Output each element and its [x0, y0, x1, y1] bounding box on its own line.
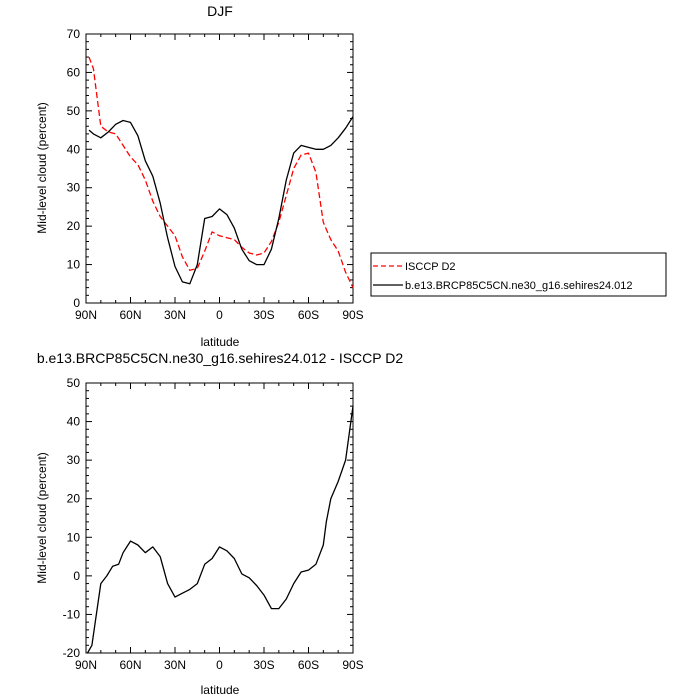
- top-ytick-label: 70: [67, 27, 81, 41]
- bottom-xtick-label: 60N: [119, 658, 141, 672]
- bottom-xtick-label: 30N: [164, 658, 186, 672]
- bottom-series-group: [86, 406, 354, 654]
- top-xtick-label: 60N: [119, 308, 141, 322]
- bottom-ytick-label: 30: [67, 453, 81, 467]
- top-ytick-label: 40: [67, 142, 81, 156]
- bottom-chart-title: b.e13.BRCP85C5CN.ne30_g16.sehires24.012 …: [37, 350, 404, 366]
- legend-label-model: b.e13.BRCP85C5CN.ne30_g16.sehires24.012: [405, 280, 633, 292]
- top-chart-ylabel: Mid-level cloud (percent): [35, 102, 49, 233]
- bottom-ytick-label: 10: [67, 530, 81, 544]
- top-xtick-label: 90S: [342, 308, 363, 322]
- bottom-plot-frame: [85, 382, 354, 654]
- bottom-chart: b.e13.BRCP85C5CN.ne30_g16.sehires24.012 …: [35, 350, 403, 697]
- top-series-line-1: [88, 116, 354, 285]
- top-series-group: [88, 56, 354, 288]
- legend: ISCCP D2 b.e13.BRCP85C5CN.ne30_g16.sehir…: [370, 252, 667, 297]
- top-axis-ticks: 90N 60N 30N 0 30S 60S 90S 0 10 20 30 40 50 60 70: [67, 27, 364, 322]
- bottom-xtick-label: 0: [216, 658, 223, 672]
- top-xtick-label: 30S: [253, 308, 274, 322]
- top-chart-xlabel: latitude: [201, 335, 240, 349]
- bottom-xtick-label: 60S: [298, 658, 319, 672]
- bottom-chart-xlabel: latitude: [201, 683, 240, 697]
- top-xtick-label: 60S: [298, 308, 319, 322]
- top-xtick-label: 30N: [164, 308, 186, 322]
- bottom-xtick-label: 90S: [342, 658, 363, 672]
- bottom-ytick-label: -20: [63, 646, 81, 660]
- bottom-ytick-label: 50: [67, 376, 81, 390]
- top-xtick-label: 90N: [75, 308, 97, 322]
- top-ytick-label: 60: [67, 65, 81, 79]
- legend-box: [370, 252, 667, 297]
- top-series-line-0: [88, 56, 354, 288]
- bottom-xtick-label: 30S: [253, 658, 274, 672]
- legend-label-isccp: ISCCP D2: [405, 261, 456, 273]
- bottom-ytick-label: 40: [67, 415, 81, 429]
- top-ytick-label: 30: [67, 181, 81, 195]
- bottom-xtick-label: 90N: [75, 658, 97, 672]
- top-plot-frame: [85, 33, 354, 304]
- bottom-chart-ylabel: Mid-level cloud (percent): [35, 452, 49, 583]
- bottom-ytick-label: -10: [63, 607, 81, 621]
- top-xtick-label: 0: [216, 308, 223, 322]
- bottom-ytick-label: 0: [73, 569, 80, 583]
- bottom-series-line-0: [86, 406, 354, 654]
- top-ytick-label: 10: [67, 258, 81, 272]
- top-ytick-label: 50: [67, 104, 81, 118]
- top-ytick-label: 0: [73, 296, 80, 310]
- bottom-ytick-label: 20: [67, 492, 81, 506]
- bottom-axis-ticks: 90N 60N 30N 0 30S 60S 90S -20 -10 0 10 20 30 40 50: [63, 376, 364, 672]
- top-ytick-label: 20: [67, 219, 81, 233]
- top-chart: DJF 90N 60N 30N 0 30S 60S 90S 0 10 20 30 40 50 60 70 l…: [35, 3, 364, 349]
- top-chart-title: DJF: [207, 3, 233, 19]
